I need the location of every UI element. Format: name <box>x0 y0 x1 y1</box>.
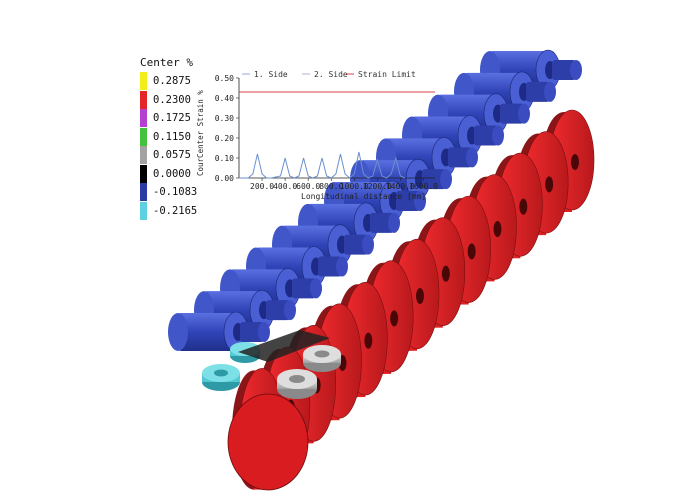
chart-xtick-label: 1000.0 <box>340 182 369 191</box>
chart-xtick-label: 200.0 <box>250 182 274 191</box>
legend-swatch <box>140 109 147 127</box>
chart-ylabel: CourCenter Strain % <box>196 90 205 176</box>
chart-xlabel: Longitudinal distance [mm] <box>301 192 426 201</box>
chart-xtick-label: 400.0 <box>273 182 297 191</box>
strain-chart: 1. Side 2. Side Strain Limit 0.50 0.40 0.30 0.… <box>196 66 456 216</box>
legend-value: -0.2165 <box>153 204 198 217</box>
chart-xtick-label: 1200.0 <box>363 182 392 191</box>
legend-value: 0.1150 <box>153 130 191 143</box>
legend-swatch <box>140 72 147 90</box>
chart-xtick-label: 1400.0 <box>386 182 415 191</box>
side-roller-gray-1 <box>277 369 317 399</box>
chart-xtick-label: 1600.0 <box>409 182 438 191</box>
legend-swatch <box>140 90 147 109</box>
strain-chart-svg: 1. Side 2. Side Strain Limit 0.50 0.40 0.30 0.… <box>196 70 438 201</box>
chart-ytick-label: 0.50 <box>215 74 234 83</box>
legend-value: 0.2875 <box>153 75 191 87</box>
chart-xtick-label: 800.0 <box>319 182 343 191</box>
legend-swatch <box>140 164 147 183</box>
side-roller-cyan-1 <box>202 364 240 391</box>
chart-series-line <box>239 151 406 179</box>
chart-ytick-label: 0.20 <box>215 134 234 143</box>
chart-xtick-label: 600.0 <box>296 182 320 191</box>
legend-swatch <box>140 127 147 146</box>
chart-ytick-label: 0.40 <box>215 94 234 103</box>
legend-title: Center % <box>140 56 193 69</box>
legend-value: 0.2300 <box>153 93 191 106</box>
front-lower-roller <box>227 393 309 491</box>
chart-legend-label: 2. Side <box>314 70 348 79</box>
color-legend: Center % 0.2875 0.2300 0.1725 0.1150 0.0575 0… <box>138 56 218 221</box>
chart-legend-label: Strain Limit <box>358 70 416 79</box>
upper-roller <box>168 311 270 353</box>
chart-ytick-label: 0.00 <box>215 174 234 183</box>
legend-value: -0.1083 <box>153 186 198 198</box>
chart-ytick-label: 0.10 <box>215 154 234 163</box>
legend-swatch <box>140 201 147 220</box>
side-roller-gray-2 <box>303 345 341 372</box>
chart-legend-label: 1. Side <box>254 70 288 79</box>
legend-swatch <box>140 183 147 201</box>
upper-roller <box>246 246 348 287</box>
metal-strip <box>238 330 330 362</box>
legend-value: 0.0575 <box>153 149 191 161</box>
chart-ytick-label: 0.30 <box>215 114 234 123</box>
legend-value: 0.0000 <box>153 167 191 180</box>
legend-value: 0.1725 <box>153 112 191 124</box>
legend-swatch <box>140 146 147 164</box>
